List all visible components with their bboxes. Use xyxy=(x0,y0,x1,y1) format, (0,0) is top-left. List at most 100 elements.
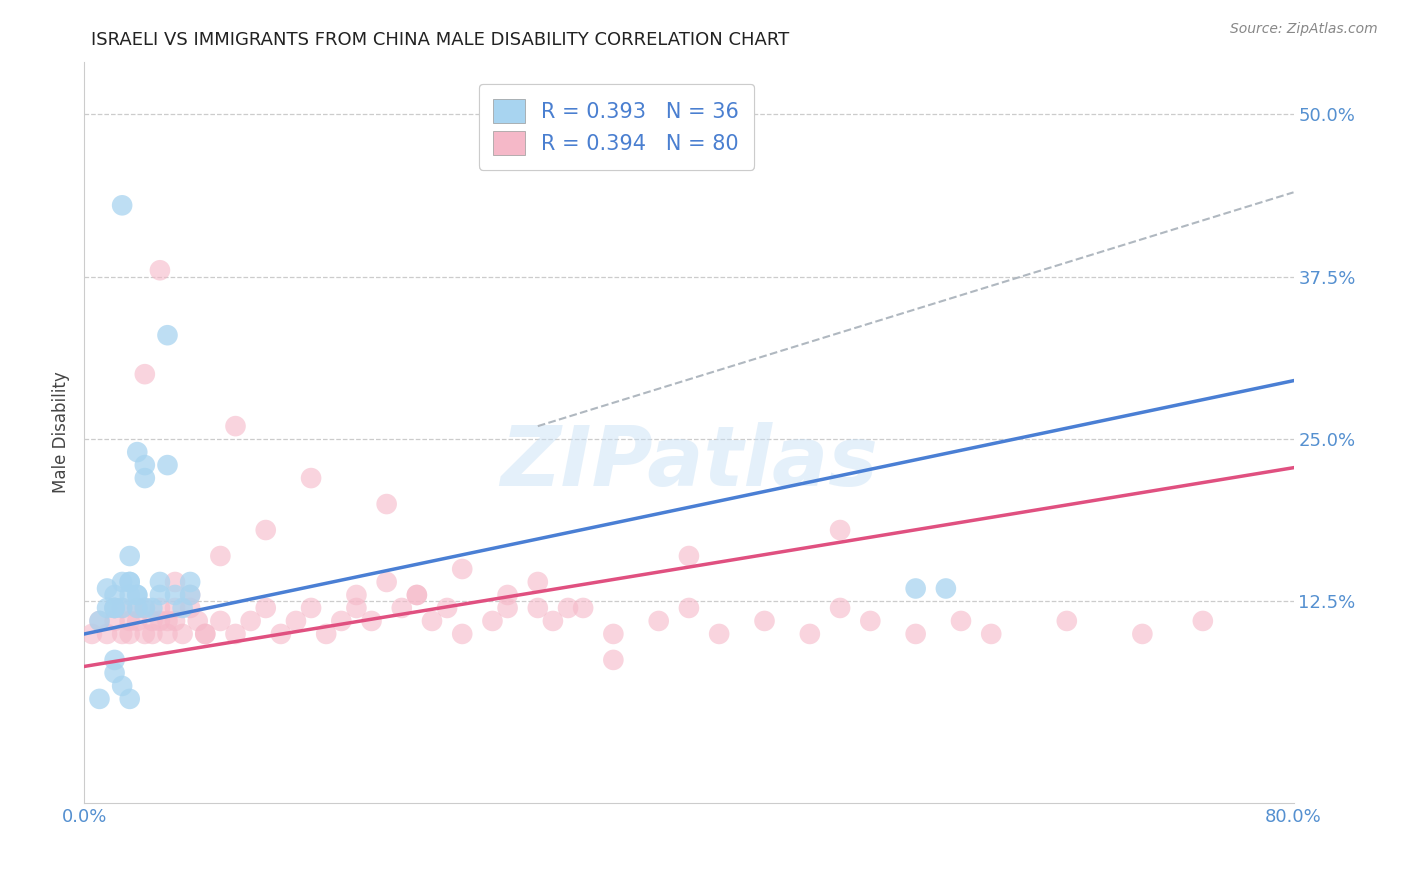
Point xyxy=(165,588,187,602)
Point xyxy=(111,198,134,212)
Point xyxy=(165,574,187,589)
Point xyxy=(375,497,398,511)
Point xyxy=(141,627,163,641)
Point xyxy=(172,627,194,641)
Point xyxy=(111,601,134,615)
Point xyxy=(141,614,163,628)
Point xyxy=(149,263,172,277)
Point xyxy=(602,653,624,667)
Point xyxy=(96,627,118,641)
Point xyxy=(134,601,156,615)
Point xyxy=(111,679,134,693)
Point xyxy=(111,601,134,615)
Point xyxy=(225,419,247,434)
Point xyxy=(270,627,292,641)
Point xyxy=(156,328,179,343)
Point xyxy=(104,588,127,602)
Point xyxy=(391,601,413,615)
Point xyxy=(678,601,700,615)
Text: ISRAELI VS IMMIGRANTS FROM CHINA MALE DISABILITY CORRELATION CHART: ISRAELI VS IMMIGRANTS FROM CHINA MALE DI… xyxy=(91,31,790,49)
Point xyxy=(118,614,141,628)
Point xyxy=(209,549,232,563)
Point xyxy=(375,574,398,589)
Point xyxy=(96,601,118,615)
Point xyxy=(141,601,163,615)
Point xyxy=(572,601,595,615)
Point xyxy=(527,574,550,589)
Point xyxy=(225,627,247,641)
Point xyxy=(118,574,141,589)
Point xyxy=(830,601,852,615)
Point xyxy=(360,614,382,628)
Point xyxy=(172,601,194,615)
Point xyxy=(134,627,156,641)
Point xyxy=(118,692,141,706)
Point xyxy=(830,523,852,537)
Point xyxy=(118,574,141,589)
Point xyxy=(165,614,187,628)
Point xyxy=(451,562,474,576)
Point xyxy=(496,601,519,615)
Point xyxy=(935,582,957,596)
Point xyxy=(420,614,443,628)
Point xyxy=(754,614,776,628)
Point xyxy=(346,601,368,615)
Text: Source: ZipAtlas.com: Source: ZipAtlas.com xyxy=(1230,22,1378,37)
Point xyxy=(330,614,353,628)
Point xyxy=(127,614,149,628)
Point xyxy=(104,665,127,680)
Point xyxy=(149,601,172,615)
Y-axis label: Male Disability: Male Disability xyxy=(52,372,70,493)
Point xyxy=(89,614,111,628)
Point xyxy=(436,601,458,615)
Point xyxy=(134,458,156,472)
Point xyxy=(127,601,149,615)
Point xyxy=(149,588,172,602)
Point xyxy=(527,601,550,615)
Point xyxy=(904,627,927,641)
Point xyxy=(104,601,127,615)
Point xyxy=(156,627,179,641)
Point xyxy=(179,601,201,615)
Point xyxy=(118,627,141,641)
Point xyxy=(1056,614,1078,628)
Point xyxy=(127,588,149,602)
Point xyxy=(209,614,232,628)
Point xyxy=(118,588,141,602)
Point xyxy=(111,574,134,589)
Point xyxy=(299,601,322,615)
Point xyxy=(149,574,172,589)
Point xyxy=(156,458,179,472)
Point xyxy=(118,549,141,563)
Point xyxy=(127,601,149,615)
Point xyxy=(165,601,187,615)
Point xyxy=(134,601,156,615)
Point xyxy=(179,588,201,602)
Point xyxy=(299,471,322,485)
Point xyxy=(315,627,337,641)
Point xyxy=(254,601,277,615)
Point xyxy=(602,627,624,641)
Point xyxy=(557,601,579,615)
Point xyxy=(127,445,149,459)
Point xyxy=(254,523,277,537)
Point xyxy=(346,588,368,602)
Point xyxy=(149,614,172,628)
Point xyxy=(134,471,156,485)
Point xyxy=(134,367,156,381)
Point xyxy=(406,588,429,602)
Point xyxy=(1192,614,1215,628)
Point xyxy=(904,582,927,596)
Point xyxy=(111,627,134,641)
Point xyxy=(648,614,671,628)
Point xyxy=(950,614,973,628)
Point xyxy=(104,601,127,615)
Point xyxy=(104,614,127,628)
Point xyxy=(709,627,731,641)
Point xyxy=(239,614,262,628)
Point xyxy=(194,627,217,641)
Point xyxy=(104,653,127,667)
Point xyxy=(496,588,519,602)
Point xyxy=(104,601,127,615)
Point xyxy=(187,614,209,628)
